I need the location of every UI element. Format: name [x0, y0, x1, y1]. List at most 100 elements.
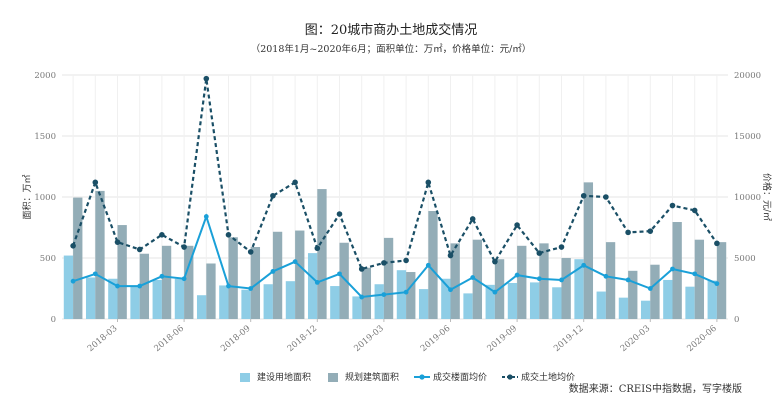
- point-land-price: [314, 245, 321, 252]
- point-floor-price: [692, 271, 698, 277]
- y-axis-right-label: 价格：元/㎡: [761, 173, 773, 221]
- y-tick-left-label: 2000: [34, 71, 56, 81]
- x-tick-label: 2018-03: [86, 324, 119, 354]
- legend-item: 成交土地均价: [502, 371, 575, 383]
- bar-land-area: [374, 284, 384, 319]
- bar-land-area: [463, 293, 473, 319]
- point-land-price: [514, 222, 520, 228]
- bar-land-area: [596, 291, 606, 319]
- point-floor-price: [292, 259, 298, 265]
- x-tick-label: 2020-06: [685, 324, 718, 354]
- y-tick-left-label: 1000: [34, 193, 56, 203]
- point-floor-price: [425, 262, 431, 268]
- legend-label: 成交土地均价: [521, 371, 575, 383]
- legend-label: 建设用地面积: [257, 371, 311, 383]
- legend-item: 规划建筑面积: [328, 371, 399, 383]
- bar-land-area: [263, 284, 273, 319]
- bar-building-area: [539, 243, 549, 319]
- point-land-price: [247, 249, 254, 255]
- bar-land-area: [174, 278, 185, 319]
- point-land-price: [580, 192, 587, 199]
- point-floor-price: [314, 280, 320, 285]
- legend-label: 规划建筑面积: [345, 371, 399, 383]
- point-floor-price: [137, 283, 143, 289]
- point-land-price: [270, 192, 276, 199]
- legend-swatch-dot: [507, 374, 513, 380]
- point-floor-price: [226, 283, 231, 289]
- bar-building-area: [561, 258, 571, 319]
- bar-building-area: [95, 190, 105, 319]
- point-floor-price: [403, 289, 409, 295]
- series-line-floor-price: [72, 213, 718, 299]
- bar-building-area: [605, 242, 616, 319]
- bar-building-area: [339, 242, 349, 319]
- point-land-price: [381, 260, 387, 266]
- bar-land-area: [640, 300, 651, 319]
- point-land-price: [492, 258, 498, 265]
- point-land-price: [536, 250, 543, 256]
- bars: [63, 182, 727, 319]
- bar-building-area: [383, 237, 394, 319]
- y-tick-right-label: 0: [734, 315, 739, 325]
- legend: 建设用地面积 规划建筑面积 成交楼面均价 成交土地均价: [240, 371, 575, 383]
- point-land-price: [225, 232, 232, 238]
- point-floor-price: [625, 277, 631, 283]
- bar-land-area: [396, 270, 407, 319]
- bar-land-area: [685, 286, 695, 319]
- point-land-price: [292, 179, 298, 186]
- legend-item: 建设用地面积: [240, 371, 311, 383]
- bar-building-area: [317, 189, 327, 319]
- bar-building-area: [517, 245, 527, 319]
- bar-land-area: [152, 279, 162, 319]
- point-land-price: [647, 228, 654, 234]
- x-tick-label: 2019-12: [552, 324, 585, 354]
- point-floor-price: [337, 271, 342, 277]
- point-land-price: [603, 194, 609, 200]
- bar-building-area: [184, 245, 194, 319]
- point-floor-price: [248, 286, 254, 291]
- point-land-price: [159, 232, 165, 238]
- chart-subtitle: （2018年1月~2020年6月；面积单位：万㎡，价格单位：元/㎡）: [251, 43, 532, 55]
- x-tick-label: 2019-09: [486, 324, 519, 354]
- point-floor-price: [647, 286, 653, 291]
- chart-title: 图：20城市商办土地成交情况: [305, 22, 478, 38]
- point-floor-price: [470, 275, 476, 280]
- point-land-price: [358, 266, 365, 272]
- point-floor-price: [492, 289, 498, 295]
- bar-land-area: [330, 286, 340, 319]
- point-floor-price: [448, 287, 453, 293]
- bar-building-area: [139, 253, 150, 319]
- x-tick-label: 2019-06: [419, 324, 452, 354]
- point-floor-price: [92, 271, 98, 277]
- point-floor-price: [559, 277, 564, 283]
- bar-building-area: [716, 242, 727, 319]
- bar-land-area: [574, 259, 584, 319]
- point-floor-price: [270, 269, 276, 274]
- bar-building-area: [73, 197, 83, 319]
- point-floor-price: [581, 262, 587, 268]
- series-line-land-price: [72, 78, 718, 271]
- bar-building-area: [628, 270, 638, 319]
- bar-land-area: [507, 283, 518, 319]
- bar-land-area: [352, 296, 362, 319]
- point-floor-price: [514, 272, 520, 278]
- bar-land-area: [552, 287, 562, 319]
- lines: [70, 75, 720, 300]
- bar-building-area: [583, 182, 594, 319]
- bar-building-area: [406, 272, 416, 319]
- point-land-price: [691, 207, 698, 214]
- point-floor-price: [115, 283, 120, 289]
- point-floor-price: [203, 214, 209, 219]
- bar-building-area: [206, 263, 216, 319]
- point-land-price: [70, 243, 76, 249]
- point-floor-price: [536, 276, 542, 282]
- point-floor-price: [359, 294, 365, 300]
- bar-building-area: [450, 243, 460, 319]
- legend-swatch: [328, 373, 338, 382]
- point-land-price: [92, 179, 99, 186]
- bar-land-area: [618, 297, 629, 319]
- x-tick-label: 2019-03: [352, 324, 385, 354]
- bar-land-area: [707, 280, 717, 319]
- point-land-price: [469, 216, 476, 222]
